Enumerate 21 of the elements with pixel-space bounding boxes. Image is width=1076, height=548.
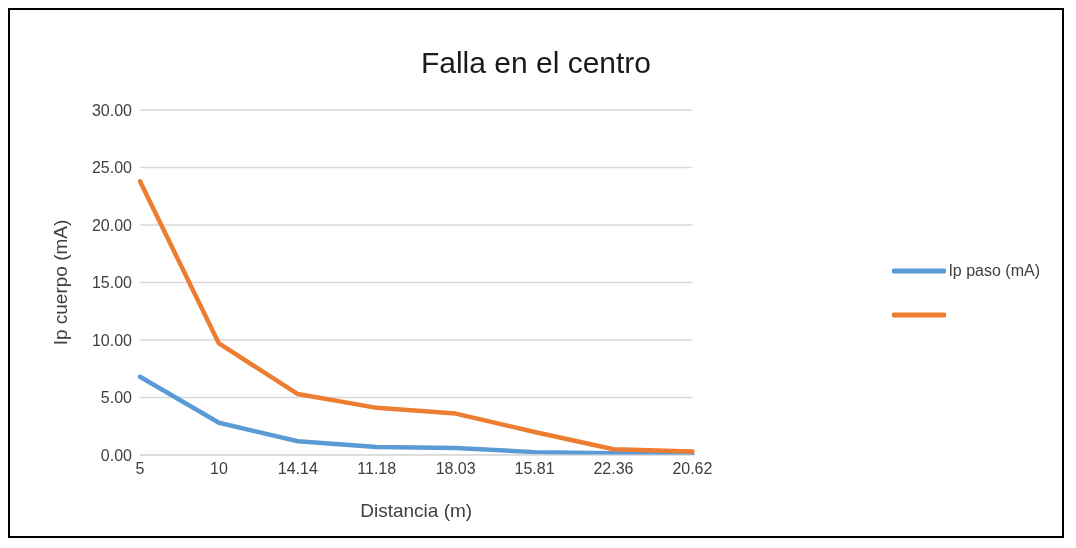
y-tick-label: 15.00: [91, 274, 133, 292]
y-tick-label: 25.00: [91, 159, 133, 177]
line-series: [137, 179, 695, 454]
x-tick-label: 14.14: [277, 460, 318, 478]
x-tick-label: 11.18: [357, 460, 397, 478]
x-tick-label: 22.36: [593, 460, 634, 478]
legend-label: Ip paso (mA): [948, 261, 1040, 280]
x-tick-label: 5: [135, 460, 145, 478]
x-tick-label: 15.81: [514, 460, 555, 478]
x-tick-label: 10: [210, 460, 228, 478]
y-tick-label: 0.00: [100, 446, 133, 464]
chart-title: Falla en el centro: [419, 46, 653, 80]
y-axis-title: Ip cuerpo (mA): [49, 219, 71, 346]
x-axis-title: Distancia (m): [360, 500, 473, 521]
line-series: [137, 374, 695, 455]
x-tick-label: 20.62: [672, 460, 713, 478]
y-tick-label: 30.00: [91, 101, 133, 119]
y-tick-label: 10.00: [91, 331, 133, 349]
x-tick-label: 18.03: [435, 460, 476, 478]
y-tick-label: 5.00: [100, 389, 133, 407]
y-tick-label: 20.00: [91, 216, 133, 234]
